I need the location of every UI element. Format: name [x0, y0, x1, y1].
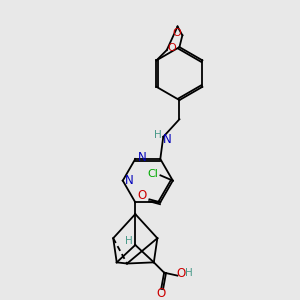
Text: O: O	[137, 189, 146, 202]
Text: N: N	[163, 133, 172, 146]
Text: O: O	[157, 287, 166, 300]
Text: N: N	[138, 151, 147, 164]
Text: H: H	[125, 236, 133, 247]
Text: Cl: Cl	[148, 169, 158, 179]
Text: O: O	[168, 43, 176, 53]
Text: H: H	[154, 130, 162, 140]
Text: O: O	[173, 28, 182, 38]
Text: H: H	[185, 268, 192, 278]
Text: N: N	[125, 174, 134, 187]
Text: O: O	[176, 267, 185, 280]
